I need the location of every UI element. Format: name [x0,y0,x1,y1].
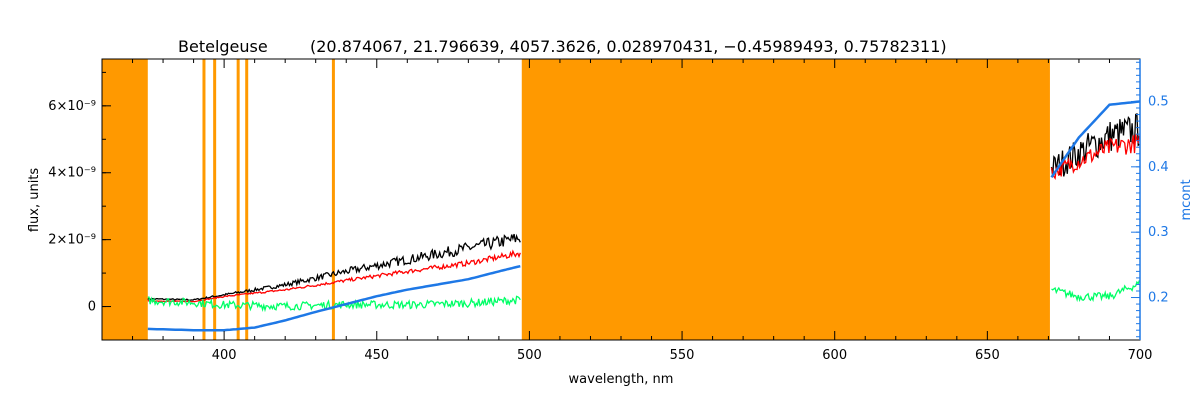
series-1-segment-1 [1050,134,1141,181]
x-axis: 400 450 500 550 600 650 700 [101,59,1153,363]
masked-line-0 [202,59,206,340]
y-tick-label-3: 6×10⁻⁹ [48,99,96,114]
x-tick-label-400: 400 [212,348,237,363]
x-tick-label-550: 550 [670,348,695,363]
series-3-segment-0 [147,264,521,332]
y2-tick-label-3: 0.5 [1148,94,1169,109]
y-tick-label-1: 2×10⁻⁹ [48,233,96,248]
x-tick-label-650: 650 [975,348,1000,363]
series-1-segment-0 [147,249,521,303]
masked-line-3 [245,59,249,340]
y2-tick-label-1: 0.3 [1148,225,1169,240]
chart-title: Betelgeuse [178,37,268,56]
y-tick-label-2: 4×10⁻⁹ [48,166,96,181]
masked-line-2 [236,59,240,340]
x-tick-label-500: 500 [517,348,542,363]
series-layer [147,100,1141,332]
x-axis-title: wavelength, nm [569,372,674,387]
series-2-segment-1 [1051,280,1141,303]
masked-lines [202,59,335,340]
y-tick-label-0: 0 [88,300,96,315]
y2-axis-title: mcont [1179,179,1194,220]
series-3-segment-1 [1050,100,1141,179]
masked-band-0 [102,59,148,340]
y2-tick-label-2: 0.4 [1148,160,1169,175]
masked-line-4 [331,59,335,340]
series-0-segment-0 [147,233,521,301]
chart-subtitle: (20.874067, 21.796639, 4057.3626, 0.0289… [310,37,947,56]
series-3 [147,100,1141,332]
y-axis-left: 0 2×10⁻⁹ 4×10⁻⁹ 6×10⁻⁹ [48,71,111,341]
masked-band-1 [521,59,1050,340]
x-tick-label-600: 600 [822,348,847,363]
masked-line-1 [213,59,217,340]
series-1 [147,134,1141,303]
x-tick-label-700: 700 [1128,348,1153,363]
y-axis-title: flux, units [27,168,42,233]
y2-tick-label-0: 0.2 [1148,291,1169,306]
x-tick-label-450: 450 [364,348,389,363]
y-axis-right: 0.2 0.3 0.4 0.5 [1131,59,1169,340]
series-0-segment-1 [1050,112,1140,177]
masked-bands [102,59,1050,340]
